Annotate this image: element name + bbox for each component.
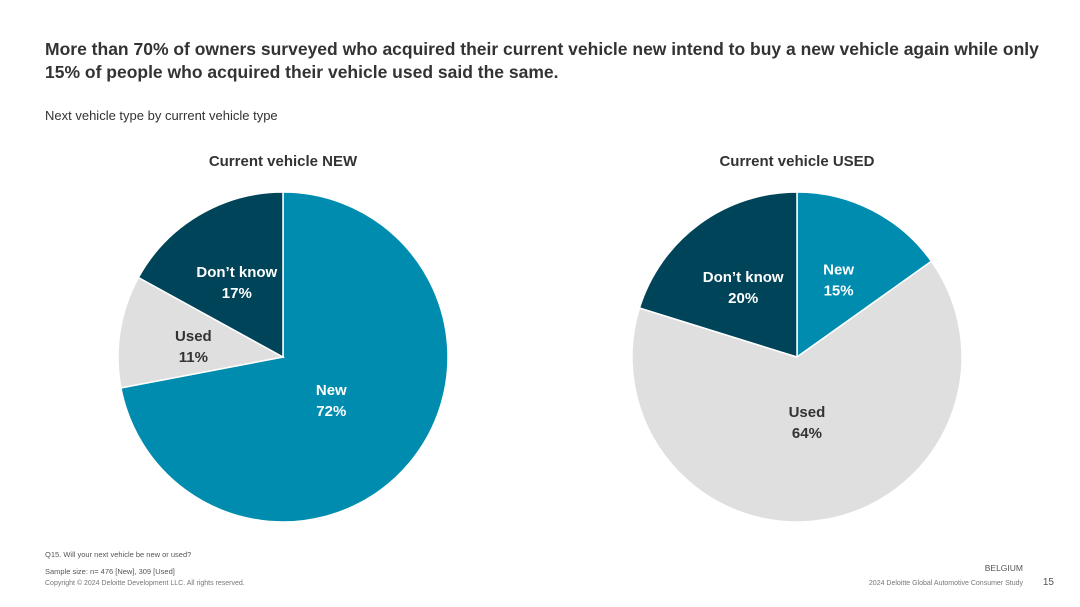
slice-value-used: 11%: [179, 349, 208, 366]
slice-value-new: 15%: [824, 282, 854, 299]
pie-slice-don-t-know: [638, 191, 798, 359]
slice-value-don-t-know: 20%: [728, 290, 758, 307]
copyright-text: Copyright © 2024 Deloitte Development LL…: [45, 580, 245, 587]
slice-label-new: New 72%: [316, 382, 347, 420]
chart-subtitle: Next vehicle type by current vehicle typ…: [45, 108, 278, 123]
slice-category-new: New: [823, 261, 854, 278]
pie-slice-used: [117, 276, 286, 389]
pie-slice-don-t-know: [137, 191, 284, 359]
slice-value-new: 72%: [316, 403, 346, 420]
page-number: 15: [1042, 577, 1054, 588]
slice-category-don-t-know: Don’t know: [703, 269, 784, 286]
footnote-question: Q15. Will your next vehicle be new or us…: [45, 550, 192, 559]
pie-svg-current-used: New 15% Used 64% Don’t know 20%: [631, 191, 963, 523]
slice-label-used: Used 11%: [175, 328, 212, 366]
slice-label-don-t-know: Don’t know 20%: [703, 269, 784, 307]
footnotes: Q15. Will your next vehicle be new or us…: [45, 546, 191, 580]
slice-label-used: Used 64%: [789, 404, 826, 442]
slice-value-don-t-know: 17%: [222, 285, 252, 302]
pie-svg-current-new: New 72% Used 11% Don’t know 17%: [117, 191, 449, 523]
pie-slice-used: [631, 260, 963, 523]
slice-category-used: Used: [789, 404, 826, 421]
pie-slice-new: [796, 191, 933, 359]
slice-category-don-t-know: Don’t know: [196, 264, 277, 281]
slice-category-used: Used: [175, 328, 212, 345]
pie-chart-current-used: Current vehicle USED New 15% Used 64% Don’t …: [597, 150, 997, 540]
slice-label-don-t-know: Don’t know 17%: [196, 264, 277, 302]
page-headline: More than 70% of owners surveyed who acq…: [45, 39, 1039, 82]
country-label: BELGIUM: [984, 563, 1023, 573]
footnote-sample-size: Sample size: n= 476 [New], 309 [Used]: [45, 567, 175, 576]
pie-chart-current-new: Current vehicle NEW New 72% Used 11% Don’t k…: [83, 150, 483, 540]
slice-value-used: 64%: [792, 425, 822, 442]
chart-title-current-used: Current vehicle USED: [719, 153, 875, 170]
slice-label-new: New 15%: [823, 261, 854, 299]
chart-title-current-new: Current vehicle NEW: [208, 153, 358, 170]
slice-category-new: New: [316, 382, 347, 399]
study-name: 2024 Deloitte Global Automotive Consumer…: [868, 580, 1023, 587]
